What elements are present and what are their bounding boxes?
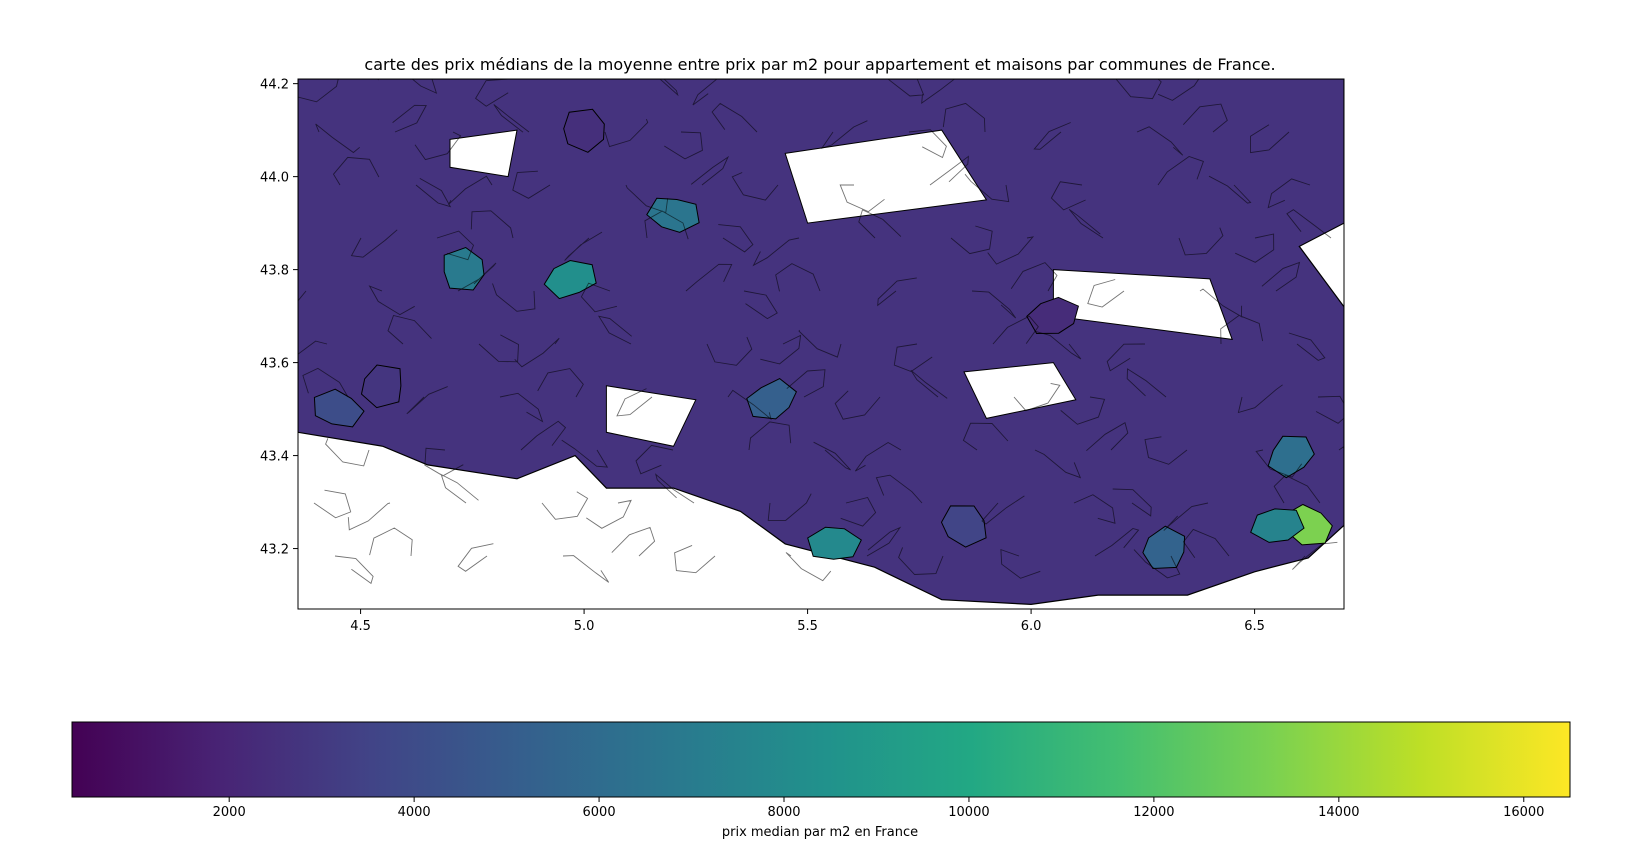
colorbar <box>71 721 1571 798</box>
commune-region <box>1409 343 1460 382</box>
commune-region <box>313 388 365 428</box>
colorbar-tick-label: 14000 <box>1318 805 1359 820</box>
commune-border-lines <box>298 79 1344 585</box>
colorbar-label: prix median par m2 en France <box>722 825 918 840</box>
colorbar-tick-label: 12000 <box>1133 805 1174 820</box>
commune-regions <box>313 108 1460 570</box>
commune-region <box>1267 435 1315 479</box>
commune-region <box>940 505 987 548</box>
commune-region <box>563 108 605 153</box>
colorbar-tick-label: 8000 <box>767 805 800 820</box>
colorbar-tick-label: 2000 <box>213 805 246 820</box>
no-data-area <box>449 129 518 178</box>
commune-region <box>1250 508 1305 543</box>
colorbar-tick-label: 4000 <box>398 805 431 820</box>
no-data-area <box>784 129 988 224</box>
no-data-area <box>963 362 1077 419</box>
communes-layer <box>298 79 1460 606</box>
colorbar-tick-label: 6000 <box>583 805 616 820</box>
land-area <box>298 79 1344 606</box>
commune-region <box>1142 525 1186 570</box>
y-tick-label: 43.8 <box>260 264 289 279</box>
no-data-area <box>605 385 697 447</box>
x-axis: 4.5 5.0 5.5 6.0 6.5 <box>350 609 1265 634</box>
x-tick-label: 4.5 <box>350 619 371 634</box>
x-tick-label: 5.5 <box>797 619 818 634</box>
x-tick-label: 6.0 <box>1021 619 1042 634</box>
y-tick-label: 44.2 <box>260 78 289 93</box>
y-tick-label: 43.2 <box>260 543 289 558</box>
y-tick-label: 43.4 <box>260 450 289 465</box>
commune-region <box>1026 296 1079 335</box>
x-tick-label: 5.0 <box>574 619 595 634</box>
colorbar-tick-label: 10000 <box>948 805 989 820</box>
commune-region <box>646 197 700 233</box>
commune-region <box>543 259 597 300</box>
commune-region <box>746 378 798 420</box>
y-tick-label: 44.0 <box>260 171 289 186</box>
map-title: carte des prix médians de la moyenne ent… <box>364 55 1275 74</box>
commune-region <box>360 364 402 409</box>
x-tick-label: 6.5 <box>1244 619 1265 634</box>
colorbar-ticks: 2000 4000 6000 8000 10000 12000 14000 16000 <box>213 797 1544 820</box>
colorbar-tick-label: 16000 <box>1503 805 1544 820</box>
commune-borders <box>298 79 1344 585</box>
y-tick-label: 43.6 <box>260 357 289 372</box>
map-frame <box>297 78 1345 610</box>
commune-region <box>807 526 862 560</box>
y-axis: 43.2 43.4 43.6 43.8 44.0 44.2 <box>260 78 298 558</box>
